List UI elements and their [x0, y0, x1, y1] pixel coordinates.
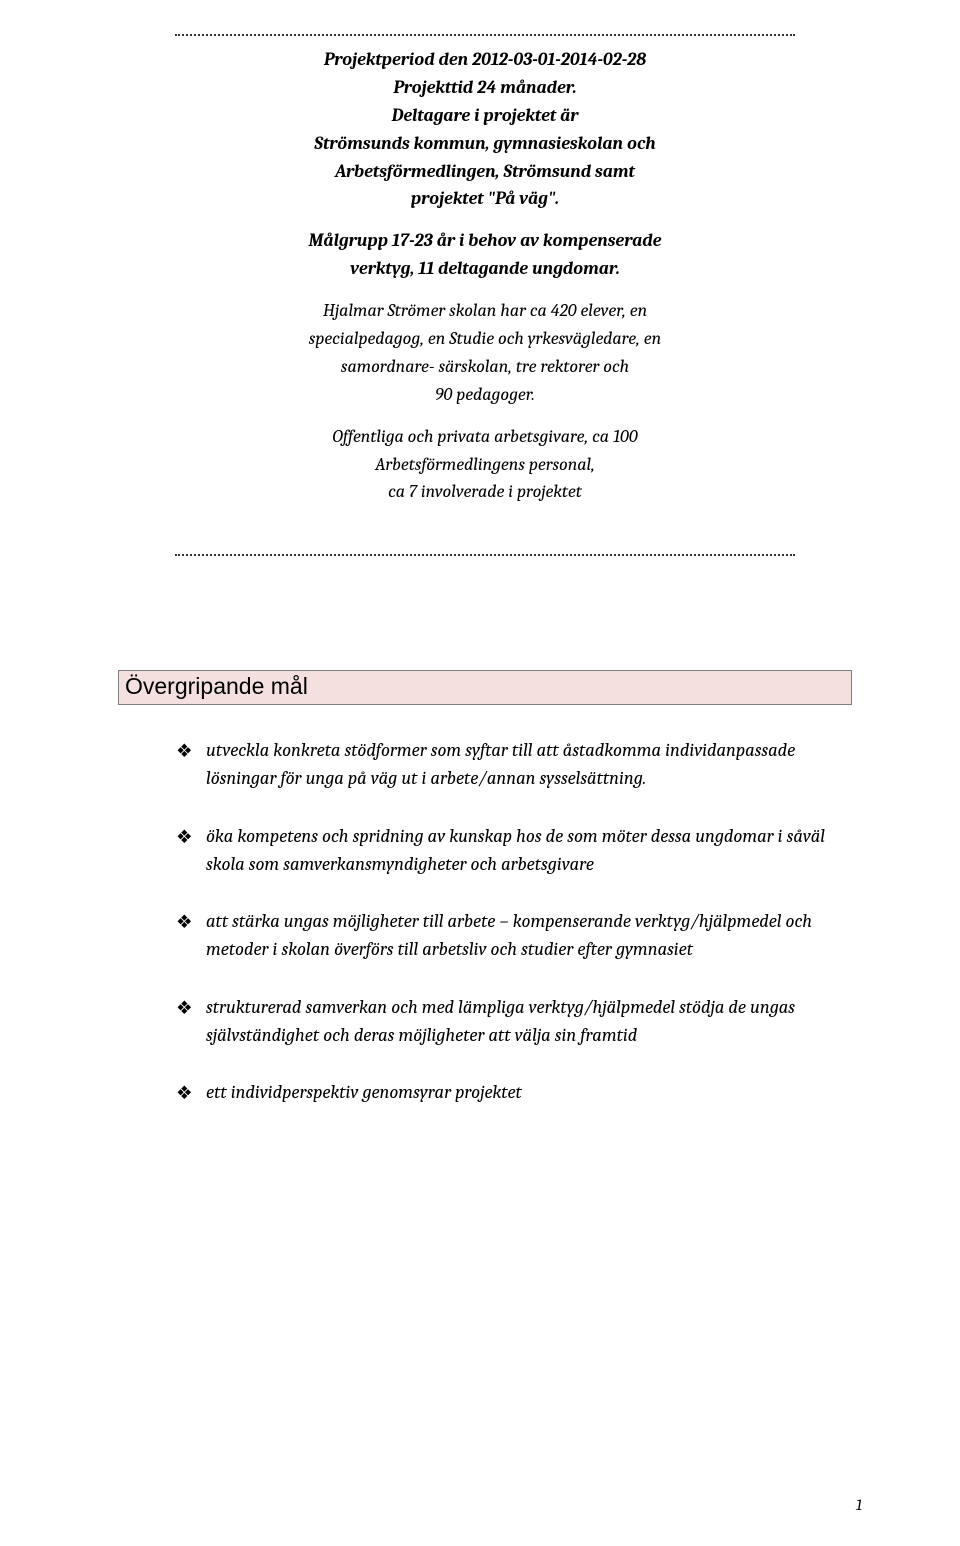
sub-line: Hjalmar Strömer skolan har ca 420 elever…: [118, 297, 852, 325]
sub-line: 90 pedagoger.: [118, 381, 852, 409]
mid-separator: [175, 554, 795, 556]
top-separator: [175, 34, 795, 36]
intro-line: projektet "På väg".: [118, 185, 852, 213]
intro-block: Projektperiod den 2012-03-01-2014-02-28 …: [118, 46, 852, 283]
intro-line: Strömsunds kommun, gymnasieskolan och: [118, 130, 852, 158]
intro-line: Projektperiod den 2012-03-01-2014-02-28: [118, 46, 852, 74]
bullet-marker-icon: ❖: [176, 994, 206, 1050]
intro-line: verktyg, 11 deltagande ungdomar.: [118, 255, 852, 283]
list-item: ❖ att stärka ungas möjligheter till arbe…: [176, 908, 852, 964]
page-content: Projektperiod den 2012-03-01-2014-02-28 …: [0, 0, 960, 1107]
sub-line: Offentliga och privata arbetsgivare, ca …: [118, 423, 852, 451]
sub-line: ca 7 involverade i projektet: [118, 478, 852, 506]
list-item: ❖ strukturerad samverkan och med lämplig…: [176, 994, 852, 1050]
list-item: ❖ utveckla konkreta stödformer som syfta…: [176, 737, 852, 793]
bullet-marker-icon: ❖: [176, 823, 206, 879]
bullet-marker-icon: ❖: [176, 737, 206, 793]
bullet-text: att stärka ungas möjligheter till arbete…: [206, 908, 852, 964]
intro-line: Projekttid 24 månader.: [118, 74, 852, 102]
list-item: ❖ öka kompetens och spridning av kunskap…: [176, 823, 852, 879]
sub-line: samordnare- särskolan, tre rektorer och: [118, 353, 852, 381]
page-number: 1: [856, 1496, 862, 1514]
bullet-list: ❖ utveckla konkreta stödformer som syfta…: [118, 737, 852, 1107]
sub-line: Arbetsförmedlingens personal,: [118, 451, 852, 479]
bullet-text: strukturerad samverkan och med lämpliga …: [206, 994, 852, 1050]
intro-line: Arbetsförmedlingen, Strömsund samt: [118, 158, 852, 186]
bullet-text: öka kompetens och spridning av kunskap h…: [206, 823, 852, 879]
section-heading: Övergripande mål: [118, 670, 852, 705]
sub-line: specialpedagog, en Studie och yrkesvägle…: [118, 325, 852, 353]
sub-block: Hjalmar Strömer skolan har ca 420 elever…: [118, 297, 852, 506]
intro-line: Målgrupp 17-23 år i behov av kompenserad…: [118, 227, 852, 255]
bullet-marker-icon: ❖: [176, 1079, 206, 1107]
bullet-text: ett individperspektiv genomsyrar projekt…: [206, 1079, 852, 1107]
bullet-marker-icon: ❖: [176, 908, 206, 964]
intro-line: Deltagare i projektet är: [118, 102, 852, 130]
bullet-text: utveckla konkreta stödformer som syftar …: [206, 737, 852, 793]
list-item: ❖ ett individperspektiv genomsyrar proje…: [176, 1079, 852, 1107]
